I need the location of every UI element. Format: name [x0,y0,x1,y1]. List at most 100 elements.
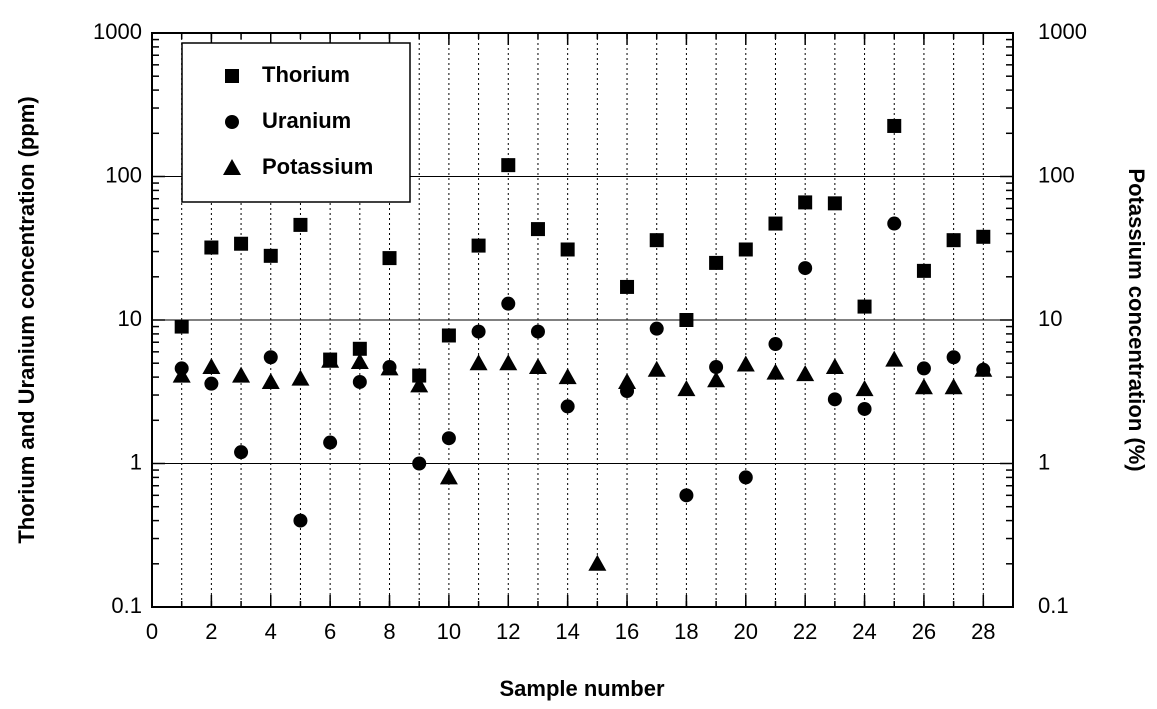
marker [798,261,813,276]
x-tick-label: 28 [971,619,995,644]
marker [263,350,278,365]
marker [827,196,842,211]
x-tick-label: 16 [615,619,639,644]
marker [796,365,815,382]
marker [768,337,783,352]
marker [974,360,993,377]
marker [709,255,724,270]
x-tick-label: 26 [912,619,936,644]
marker [946,233,961,248]
marker [649,321,664,336]
marker [916,263,931,278]
marker [174,319,189,334]
y-tick-label: 1000 [93,19,142,44]
marker [439,468,458,485]
marker [293,513,308,528]
marker [618,372,637,389]
marker [647,360,666,377]
marker [798,195,813,210]
marker [560,399,575,414]
marker [321,351,340,368]
marker [323,435,338,450]
marker [914,378,933,395]
marker [620,279,635,294]
marker [766,363,785,380]
marker [350,352,369,369]
legend-label: Potassium [262,154,373,179]
marker [738,470,753,485]
marker [380,359,399,376]
x-tick-label: 12 [496,619,520,644]
marker [649,233,664,248]
marker [855,380,874,397]
marker [709,360,724,375]
y2-tick-label: 0.1 [1038,593,1069,618]
marker [234,236,249,251]
marker [410,376,429,393]
legend-label: Uranium [262,108,351,133]
marker [885,350,904,367]
marker [469,354,488,371]
y2-tick-label: 1 [1038,449,1050,474]
marker [204,376,219,391]
marker [677,380,696,397]
marker [738,242,753,257]
marker [976,229,991,244]
marker [204,240,219,255]
marker [588,554,607,571]
marker [825,358,844,375]
marker [499,354,518,371]
legend-marker [225,115,239,129]
legend-label: Thorium [262,62,350,87]
y2-tick-label: 1000 [1038,19,1087,44]
marker [887,216,902,231]
marker [679,313,694,327]
marker [234,445,249,460]
x-tick-label: 24 [852,619,876,644]
x-tick-label: 22 [793,619,817,644]
marker [679,488,694,503]
marker [501,158,516,173]
x-tick-label: 6 [324,619,336,644]
legend-box [181,42,411,203]
marker [412,368,427,383]
y-tick-label: 0.1 [111,593,142,618]
marker [172,366,191,383]
y-tick-label: 100 [105,162,142,187]
y2-axis-label: Potassium concentration (%) [1124,168,1149,471]
x-tick-label: 0 [146,619,158,644]
marker [560,242,575,257]
marker [232,366,251,383]
marker [916,361,931,376]
x-axis-label: Sample number [499,676,664,701]
marker [352,374,367,389]
marker [944,378,963,395]
marker [291,369,310,386]
x-tick-label: 2 [205,619,217,644]
marker [202,358,221,375]
y-axis-label: Thorium and Uranium concentration (ppm) [14,96,39,543]
marker [946,350,961,365]
marker [530,222,545,237]
marker [768,216,783,231]
marker [261,372,280,389]
marker [471,324,486,339]
x-tick-label: 18 [674,619,698,644]
marker [558,368,577,385]
plot-frame [151,32,1014,608]
y2-tick-label: 100 [1038,162,1075,187]
y-tick-label: 10 [118,306,142,331]
x-tick-label: 20 [734,619,758,644]
x-tick-label: 14 [555,619,579,644]
marker [501,296,516,311]
x-tick-label: 4 [265,619,277,644]
x-tick-label: 10 [437,619,461,644]
y2-tick-label: 10 [1038,306,1062,331]
marker [736,355,755,372]
marker [293,217,308,232]
marker [707,371,726,388]
marker [528,358,547,375]
marker [441,328,456,343]
marker [887,118,902,133]
